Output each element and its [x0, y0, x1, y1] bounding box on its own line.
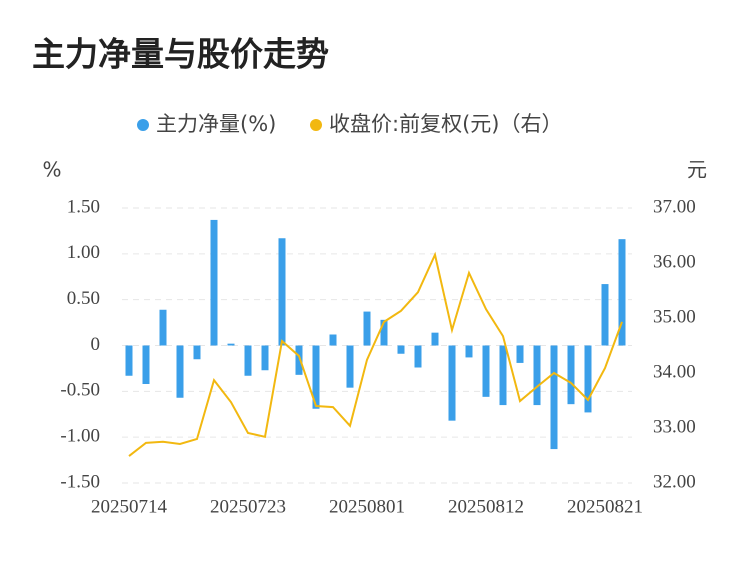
y-tick-label: -1.00 — [60, 426, 100, 447]
y-tick-label: 0 — [91, 334, 101, 355]
bar — [533, 345, 541, 406]
bar — [159, 309, 167, 346]
legend-label: 收盘价:前复权(元)（右） — [329, 112, 562, 136]
bar — [465, 345, 473, 358]
bar — [363, 311, 371, 346]
legend-marker — [137, 119, 149, 131]
y-tick-label: 0.50 — [67, 288, 100, 309]
y-axis-label: % — [42, 158, 61, 182]
bar — [584, 345, 592, 413]
y2-tick-label: 32.00 — [653, 471, 696, 492]
bar — [414, 345, 422, 368]
bar — [261, 345, 269, 371]
y2-tick-label: 33.00 — [653, 416, 696, 437]
y2-tick-label: 35.00 — [653, 306, 696, 327]
legend-marker — [310, 119, 322, 131]
x-tick-label: 20250812 — [448, 496, 524, 517]
bar — [431, 332, 439, 346]
x-tick-label: 20250714 — [91, 496, 168, 517]
x-tick-label: 20250821 — [567, 496, 643, 517]
bar — [601, 284, 609, 346]
bar — [346, 345, 354, 388]
bar — [380, 319, 388, 346]
bar — [448, 345, 456, 421]
bar — [312, 345, 320, 409]
bar — [329, 334, 337, 346]
bar — [499, 345, 507, 406]
bar — [142, 345, 150, 384]
bar — [193, 345, 201, 360]
y2-tick-label: 36.00 — [653, 251, 696, 272]
bar — [295, 345, 303, 375]
y-tick-label: 1.00 — [67, 242, 100, 263]
bar — [618, 239, 626, 346]
bar — [244, 345, 252, 376]
y-tick-label: -1.50 — [60, 471, 100, 492]
bar — [516, 345, 524, 363]
price-line — [128, 251, 623, 457]
y-tick-label: -0.50 — [60, 380, 100, 401]
bar — [210, 219, 218, 346]
chart-title: 主力净量与股价走势 — [32, 35, 329, 74]
legend-label: 主力净量(%) — [156, 112, 276, 136]
bar — [567, 345, 575, 405]
bar — [125, 345, 133, 376]
bar — [278, 238, 286, 346]
bar — [227, 343, 235, 346]
y-tick-label: 1.50 — [67, 196, 100, 217]
x-tick-label: 20250801 — [329, 496, 405, 517]
bar — [550, 345, 558, 450]
bar — [482, 345, 490, 397]
y2-tick-label: 37.00 — [653, 196, 696, 217]
bar — [176, 345, 184, 398]
y2-axis-label: 元 — [687, 158, 707, 182]
y2-tick-label: 34.00 — [653, 361, 696, 382]
x-tick-label: 20250723 — [210, 496, 286, 517]
bar — [397, 345, 405, 354]
